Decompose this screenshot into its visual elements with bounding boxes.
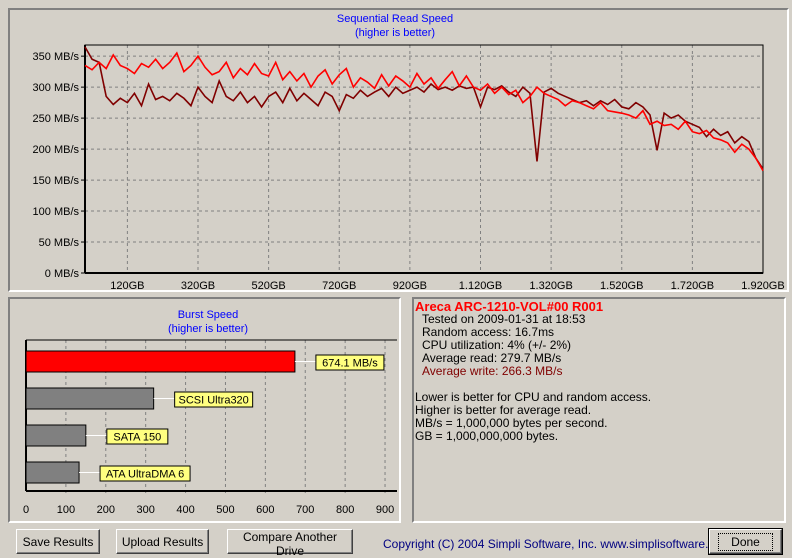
- note: MB/s = 1,000,000 bytes per second.: [415, 416, 608, 430]
- x-tick-label: 400: [176, 504, 194, 516]
- x-tick-label: 800: [336, 504, 354, 516]
- burst-bar: [25, 424, 87, 447]
- bar-label-box: [106, 428, 169, 445]
- sequential-read-chart: Sequential Read Speed (higher is better)…: [33, 13, 785, 292]
- y-tick-label: 150 MB/s: [33, 175, 80, 187]
- upload-results-button[interactable]: Upload Results: [116, 529, 209, 554]
- y-tick-label: 200 MB/s: [33, 144, 80, 156]
- done-button[interactable]: Done: [708, 528, 783, 555]
- bar-label: SCSI Ultra320: [178, 395, 248, 407]
- burst-subtitle: (higher is better): [168, 323, 248, 335]
- burst-bar: [25, 387, 155, 410]
- x-tick-label: 300: [136, 504, 154, 516]
- x-tick-label: 600: [256, 504, 274, 516]
- average-read: Average read: 279.7 MB/s: [422, 351, 562, 365]
- x-tick-label: 1.520GB: [600, 280, 643, 292]
- note: Higher is better for average read.: [415, 403, 592, 417]
- note: GB = 1,000,000,000 bytes.: [415, 429, 559, 443]
- y-tick-label: 250 MB/s: [33, 113, 80, 125]
- x-tick-label: 900: [376, 504, 394, 516]
- bar-label-box: [174, 391, 254, 408]
- x-tick-label: 0: [23, 504, 29, 516]
- bar-label-box: [99, 465, 191, 482]
- done-label: Done: [718, 532, 773, 551]
- copyright-text: Copyright (C) 2004 Simpli Software, Inc.…: [383, 537, 732, 551]
- compare-label: Compare Another Drive: [242, 530, 338, 558]
- x-tick-label: 320GB: [181, 280, 215, 292]
- seq-title: Sequential Read Speed: [337, 13, 453, 25]
- bar-label: SATA 150: [113, 432, 161, 444]
- sequential-chart-panel: [8, 8, 789, 292]
- burst-title: Burst Speed: [178, 309, 239, 321]
- write-speed-line: [84, 46, 764, 170]
- x-tick-label: 700: [296, 504, 314, 516]
- drive-name: Areca ARC-1210-VOL#00 R001: [415, 299, 604, 314]
- y-tick-label: 100 MB/s: [33, 206, 80, 218]
- burst-bar: [25, 350, 296, 373]
- save-results-button[interactable]: Save Results: [16, 529, 100, 554]
- x-tick-label: 920GB: [393, 280, 427, 292]
- y-tick-label: 50 MB/s: [39, 237, 80, 249]
- info-panel: [412, 297, 786, 523]
- burst-bar: [25, 461, 80, 484]
- x-tick-label: 720GB: [322, 280, 356, 292]
- y-tick-label: 350 MB/s: [33, 51, 80, 63]
- seq-subtitle: (higher is better): [355, 27, 435, 39]
- x-tick-label: 100: [57, 504, 75, 516]
- bar-label: 674.1 MB/s: [322, 358, 378, 370]
- x-tick-label: 1.320GB: [529, 280, 572, 292]
- compare-another-drive-button[interactable]: Compare Another Drive: [227, 529, 353, 558]
- save-results-label: Save Results: [22, 534, 94, 549]
- random-access: Random access: 16.7ms: [422, 325, 555, 339]
- burst-speed-chart: Burst Speed (higher is better) 0 100 200 30…: [23, 309, 397, 516]
- bar-label: ATA UltraDMA 6: [106, 469, 184, 481]
- x-tick-label: 1.720GB: [671, 280, 714, 292]
- results-info: Areca ARC-1210-VOL#00 R001 Tested on 200…: [415, 300, 781, 443]
- x-tick-label: 520GB: [252, 280, 286, 292]
- x-tick-label: 1.120GB: [459, 280, 502, 292]
- bar-label-box: [315, 354, 385, 371]
- note: Lower is better for CPU and random acces…: [415, 390, 652, 404]
- y-tick-label: 0 MB/s: [45, 268, 80, 280]
- read-speed-line: [84, 51, 764, 172]
- x-tick-label: 1.920GB: [741, 280, 784, 292]
- burst-chart-panel: [8, 297, 401, 523]
- tested-date: Tested on 2009-01-31 at 18:53: [422, 312, 586, 326]
- x-tick-label: 200: [97, 504, 115, 516]
- x-tick-label: 120GB: [110, 280, 144, 292]
- y-tick-label: 300 MB/s: [33, 82, 80, 94]
- average-write: Average write: 266.3 MB/s: [422, 364, 563, 378]
- cpu-utilization: CPU utilization: 4% (+/- 2%): [422, 338, 572, 352]
- x-tick-label: 500: [216, 504, 234, 516]
- upload-results-label: Upload Results: [121, 534, 204, 549]
